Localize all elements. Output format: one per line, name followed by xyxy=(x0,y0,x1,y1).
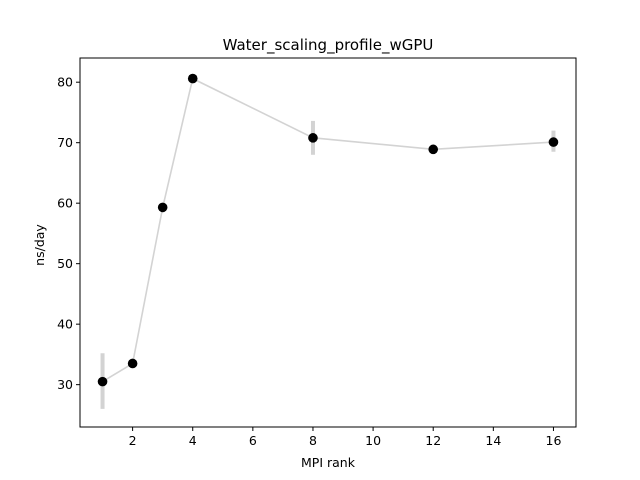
data-point xyxy=(308,133,318,143)
data-point xyxy=(127,358,138,369)
y-tick-label: 60 xyxy=(57,196,73,211)
data-point xyxy=(97,376,108,387)
axes-frame xyxy=(79,57,577,428)
y-axis-label: ns/day xyxy=(32,224,47,266)
data-point xyxy=(157,202,168,213)
y-tick-label: 30 xyxy=(57,377,73,392)
y-tick-label: 40 xyxy=(57,317,73,332)
x-tick-label: 8 xyxy=(309,433,317,448)
y-tick-label: 80 xyxy=(57,75,73,90)
chart-title: Water_scaling_profile_wGPU xyxy=(223,36,434,55)
plot-area: 2 4 6 8 10 12 14 16 30 40 50 60 70 80 xyxy=(57,57,577,448)
data-point xyxy=(428,144,439,155)
x-tick-label: 4 xyxy=(189,433,197,448)
data-point xyxy=(187,73,198,84)
x-tick-label: 10 xyxy=(365,433,381,448)
y-tick-label: 70 xyxy=(57,135,73,150)
y-tick-label: 50 xyxy=(57,256,73,271)
x-tick-label: 2 xyxy=(129,433,137,448)
data-point xyxy=(548,137,559,147)
x-tick-label: 6 xyxy=(249,433,257,448)
x-tick-label: 16 xyxy=(546,433,562,448)
x-axis-label: MPI rank xyxy=(301,455,356,470)
x-tick-label: 14 xyxy=(485,433,501,448)
x-tick-label: 12 xyxy=(425,433,441,448)
